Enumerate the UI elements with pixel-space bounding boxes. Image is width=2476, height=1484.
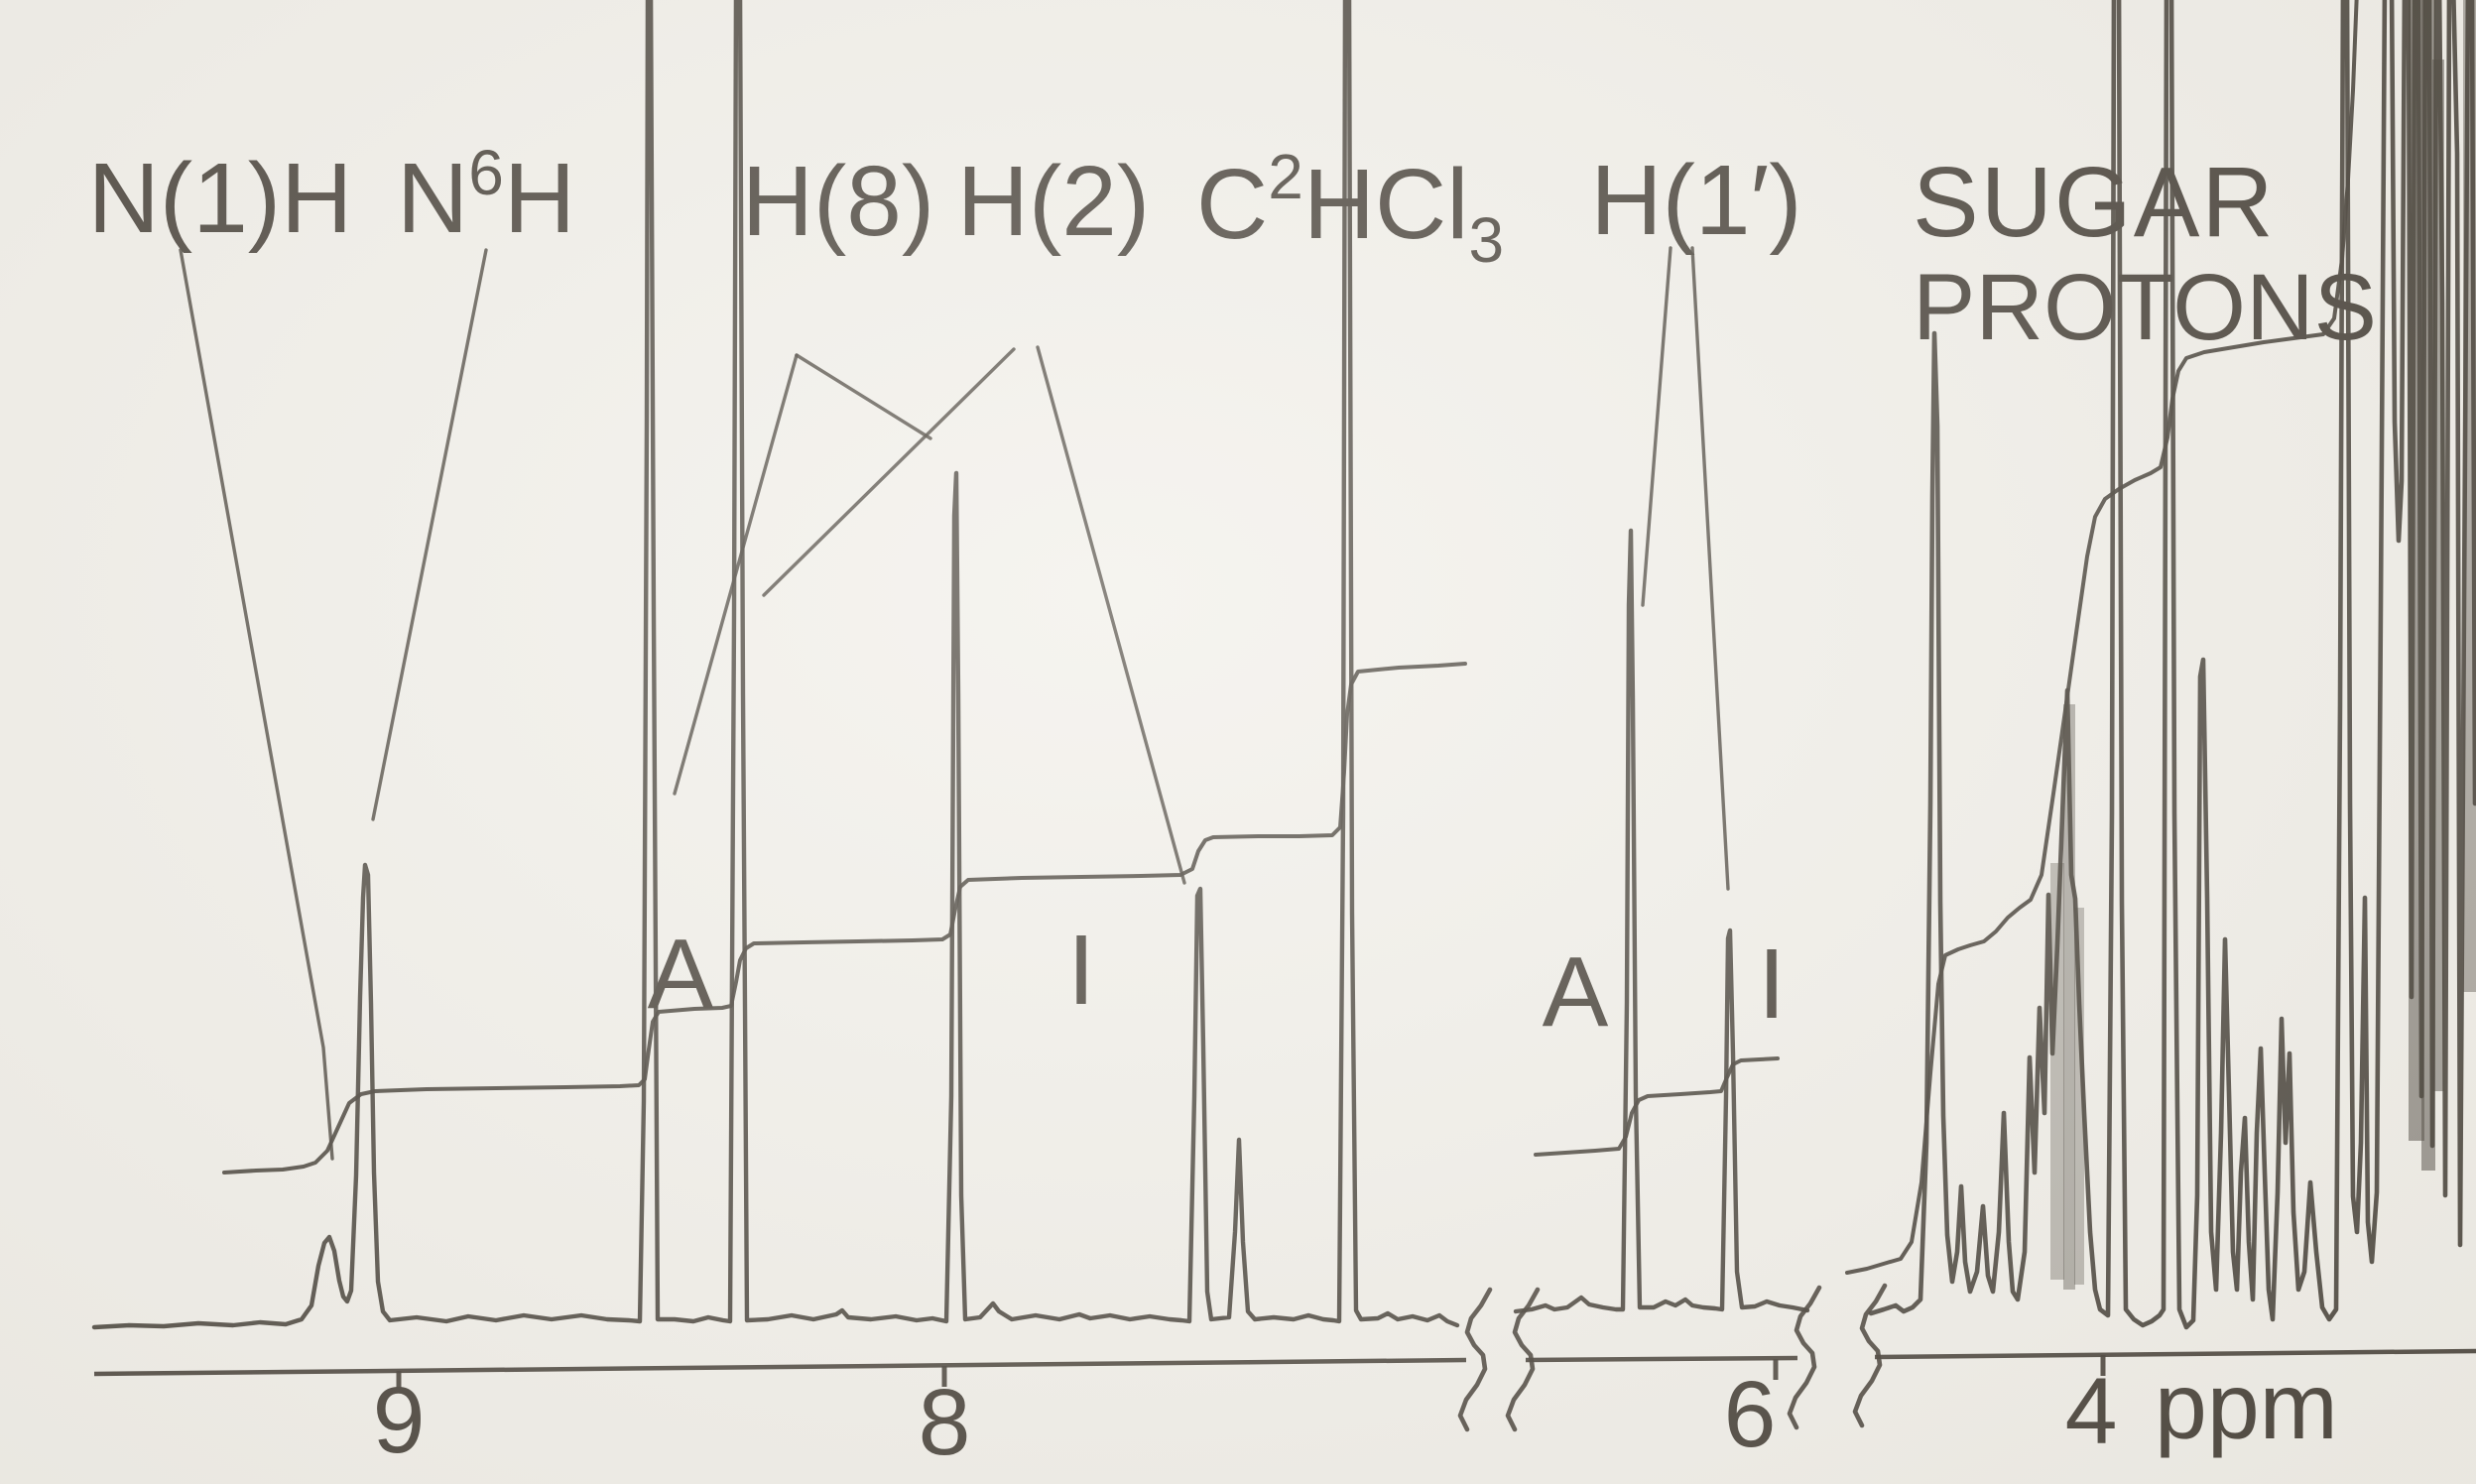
axis-break-2b <box>1852 1283 1888 1428</box>
axis-break-1b <box>1505 1287 1541 1432</box>
h8-label: H(8) <box>742 146 934 257</box>
spectrum-trace-middle <box>1513 528 1810 1314</box>
n1h-label: N(1)H <box>88 143 353 254</box>
marker-I-aromatic: I <box>1067 915 1095 1026</box>
marker-I-anomeric: I <box>1758 928 1786 1040</box>
h2-leader-left <box>762 347 1016 597</box>
h1prime-leader-left <box>1641 246 1672 607</box>
marker-A-anomeric: A <box>1543 936 1609 1048</box>
tick-label-8: 8 <box>919 1370 971 1475</box>
sugar-label-line2: PROTONS <box>1913 255 2377 360</box>
n1h-leader <box>179 248 334 1161</box>
h1prime-label: H(1′) <box>1590 145 1801 256</box>
spectrum-trace-left <box>91 0 1460 1330</box>
integral-trace-right <box>1845 0 2359 1275</box>
n6h-label-part-2: H <box>504 143 575 254</box>
n6h-label: N6H <box>397 137 575 254</box>
n6h-leader <box>371 248 488 821</box>
tick-label-9: 9 <box>373 1368 426 1473</box>
ppm-unit-label: ppm <box>2155 1354 2338 1459</box>
cdcl3-label-part-2: HCl <box>1303 149 1469 260</box>
integral-trace-middle <box>1534 1056 1780 1157</box>
tick-label-6: 6 <box>1724 1362 1777 1467</box>
n6h-label-part-0: N <box>397 143 468 254</box>
cdcl3-label-part-3: 3 <box>1468 204 1504 276</box>
axis-break-1a <box>1457 1287 1493 1432</box>
ppm-axis-segment-2 <box>1525 1355 1798 1363</box>
ppm-axis-segment-3 <box>1874 1348 2476 1360</box>
integral-trace-left <box>222 662 1467 1175</box>
h8-leader-right <box>795 353 932 440</box>
h2-leader-right <box>1036 345 1186 885</box>
h1prime-leader-right <box>1690 246 1730 891</box>
n6h-label-part-1: 6 <box>468 137 504 208</box>
h2-label: H(2) <box>957 146 1150 257</box>
cdcl3-label-part-0: C <box>1196 149 1268 260</box>
sugar-label-line1: SUGAR <box>1913 147 2276 258</box>
ppm-axis-segment-1 <box>93 1357 1467 1377</box>
marker-A-aromatic: A <box>648 919 714 1030</box>
cdcl3-label: C2HCl3 <box>1196 141 1504 276</box>
cdcl3-label-part-1: 2 <box>1268 141 1303 212</box>
tick-label-4: 4 <box>2065 1359 2118 1464</box>
h8-leader-left <box>673 353 799 796</box>
axis-break-2a <box>1787 1285 1822 1430</box>
spectrum-trace-right <box>1868 0 2476 1330</box>
